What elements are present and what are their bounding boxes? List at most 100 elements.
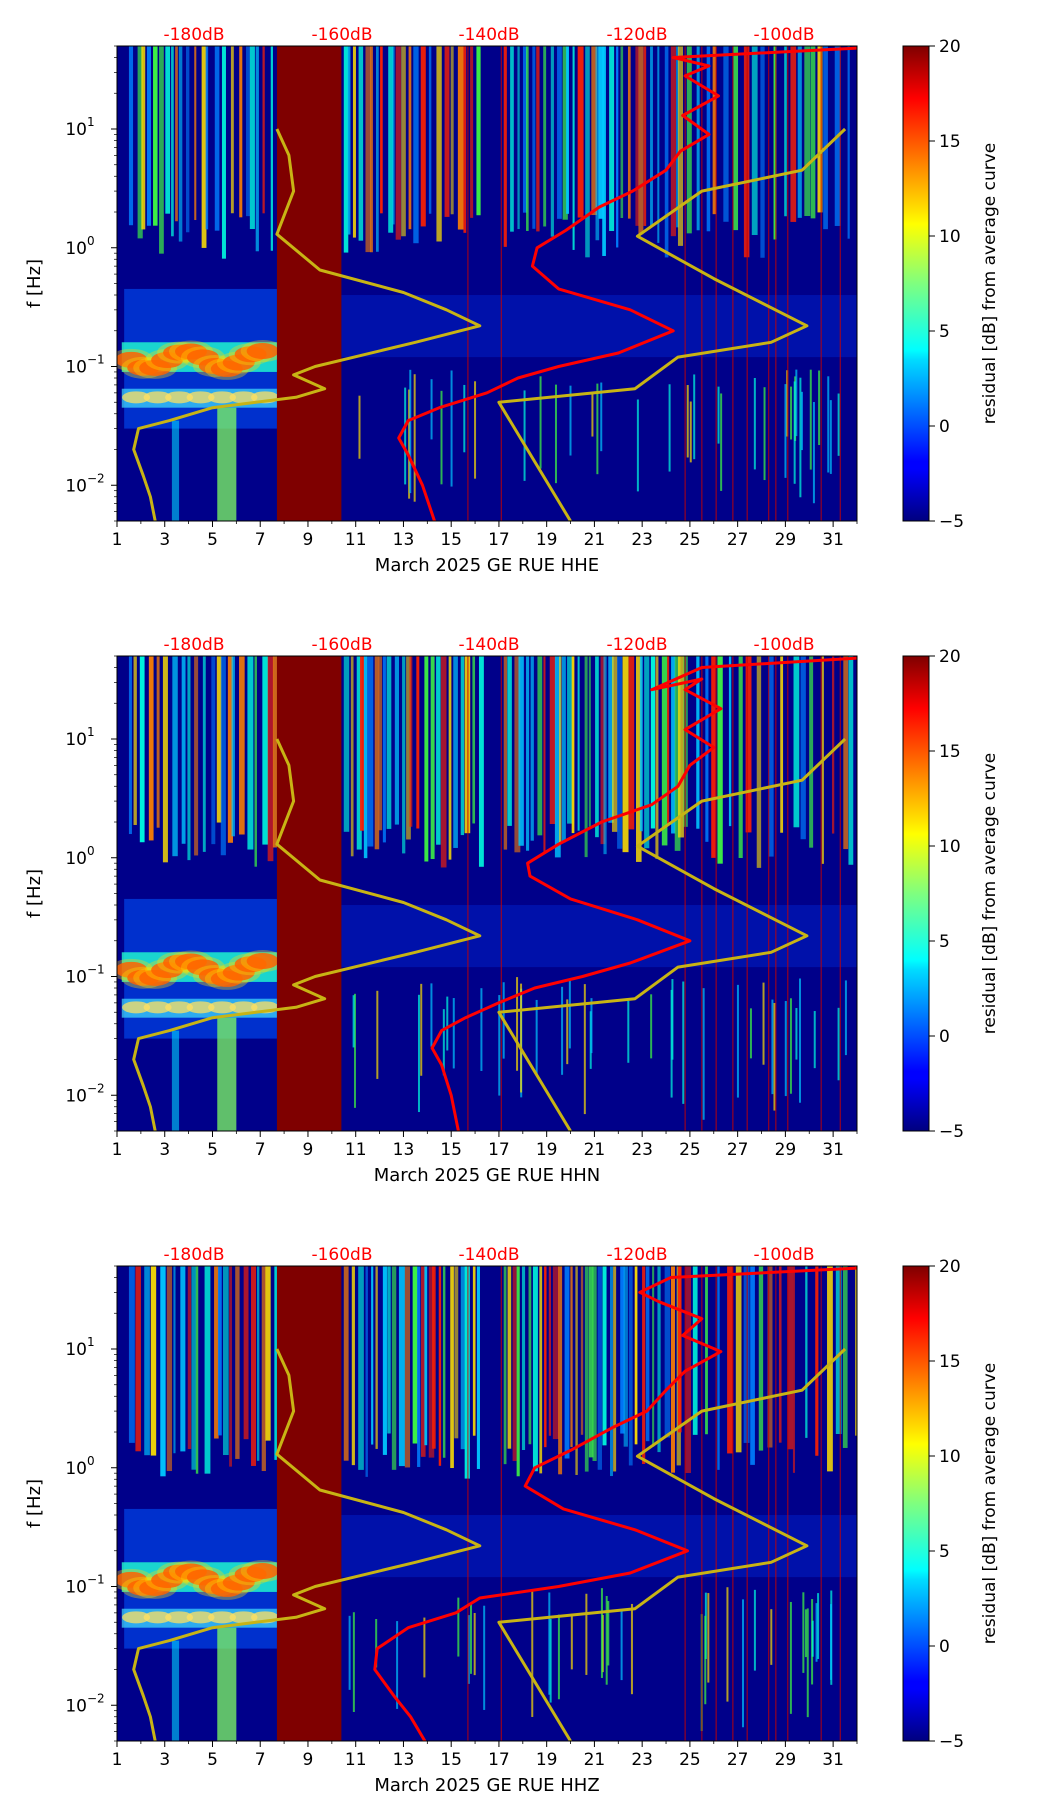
streak	[705, 1266, 708, 1435]
y-tick-label: 10	[65, 1578, 87, 1598]
streak	[195, 1266, 199, 1474]
streak	[239, 656, 245, 835]
streak	[532, 46, 536, 229]
noise-model-curve	[497, 737, 847, 1131]
microseism-halo	[240, 340, 285, 363]
streak	[137, 46, 143, 239]
transient	[420, 983, 423, 1076]
streak	[194, 46, 197, 221]
transient	[802, 1592, 805, 1673]
colorbar: −5 0 5 10 15 20 residual [dB] from average cur…	[902, 1257, 1000, 1752]
streak	[664, 1266, 671, 1438]
x-tick-label: 5	[207, 1750, 218, 1770]
transient	[605, 1595, 608, 1685]
streak	[602, 1266, 607, 1446]
x-tick-label: 7	[255, 1140, 266, 1160]
streak	[139, 656, 145, 843]
streak	[655, 656, 659, 859]
transient	[417, 994, 420, 1113]
x-tick-label: 5	[207, 1140, 218, 1160]
streak	[635, 46, 639, 226]
transient	[430, 983, 433, 1047]
streak	[343, 656, 350, 832]
transient	[450, 370, 453, 487]
transient	[827, 376, 830, 473]
transient	[707, 1593, 710, 1683]
y-axis-label: f [Hz]	[24, 259, 45, 308]
noise-model-curve	[497, 127, 847, 521]
streak	[395, 46, 401, 240]
psd-curve-red	[373, 1266, 857, 1741]
streak	[243, 1266, 249, 1440]
streak	[356, 656, 362, 850]
colorbar: −5 0 5 10 15 20 residual [dB] from average cur…	[902, 647, 1000, 1142]
streak	[270, 46, 273, 251]
x-tick-label: 21	[584, 1140, 606, 1160]
top-db-label: -160dB	[311, 25, 372, 45]
transient	[557, 1614, 560, 1700]
streak	[460, 1266, 465, 1450]
streak	[738, 656, 743, 858]
streak	[218, 1266, 222, 1436]
transient	[798, 978, 801, 1103]
x-tick-label: 7	[255, 1750, 266, 1770]
streak	[564, 1266, 570, 1459]
streak	[557, 46, 562, 219]
streak	[463, 46, 467, 233]
streak	[650, 656, 655, 829]
transient	[531, 1589, 534, 1717]
psd-curve-red	[397, 46, 857, 521]
transient	[693, 374, 696, 460]
streak	[600, 656, 606, 845]
transient	[736, 984, 739, 1098]
streak	[566, 46, 569, 214]
x-tick-label: 3	[159, 1140, 170, 1160]
plot-area	[117, 656, 857, 1131]
streak	[402, 656, 406, 854]
streak	[478, 656, 484, 867]
streak	[181, 656, 186, 844]
low-freq-streak	[171, 1030, 180, 1131]
transient	[348, 1615, 351, 1690]
streak	[622, 656, 629, 853]
transient	[720, 393, 723, 491]
streak	[428, 46, 432, 214]
streak	[549, 656, 556, 824]
streak	[561, 656, 566, 843]
transient	[682, 981, 685, 1104]
streak	[180, 1266, 186, 1452]
streak	[247, 656, 254, 850]
colorbar-tick-label: 10	[939, 1447, 961, 1467]
transient	[770, 1609, 773, 1665]
streak	[376, 46, 379, 252]
transient	[717, 386, 720, 444]
transient	[404, 387, 407, 485]
streak	[255, 46, 259, 252]
streak	[723, 46, 729, 222]
streak	[711, 656, 716, 858]
streak	[727, 1266, 733, 1454]
streak	[664, 46, 669, 258]
streak	[162, 656, 168, 863]
streak	[717, 1266, 720, 1470]
streak	[503, 1266, 507, 1465]
streak	[793, 656, 800, 828]
streak	[526, 46, 529, 231]
streak	[251, 1266, 257, 1466]
streak	[171, 46, 174, 237]
streak	[835, 1266, 842, 1434]
streak	[790, 46, 797, 222]
x-tick-label: 25	[679, 1750, 701, 1770]
transient	[585, 1593, 588, 1675]
streak	[608, 656, 614, 823]
x-tick-label: 17	[488, 1140, 510, 1160]
streak	[401, 46, 406, 237]
low-freq-streak	[217, 407, 237, 521]
streak	[436, 46, 442, 242]
transient	[548, 1592, 551, 1695]
streak	[634, 1266, 638, 1445]
transient	[753, 377, 756, 470]
streak	[388, 46, 394, 233]
y-tick-exponent: −1	[87, 963, 105, 977]
